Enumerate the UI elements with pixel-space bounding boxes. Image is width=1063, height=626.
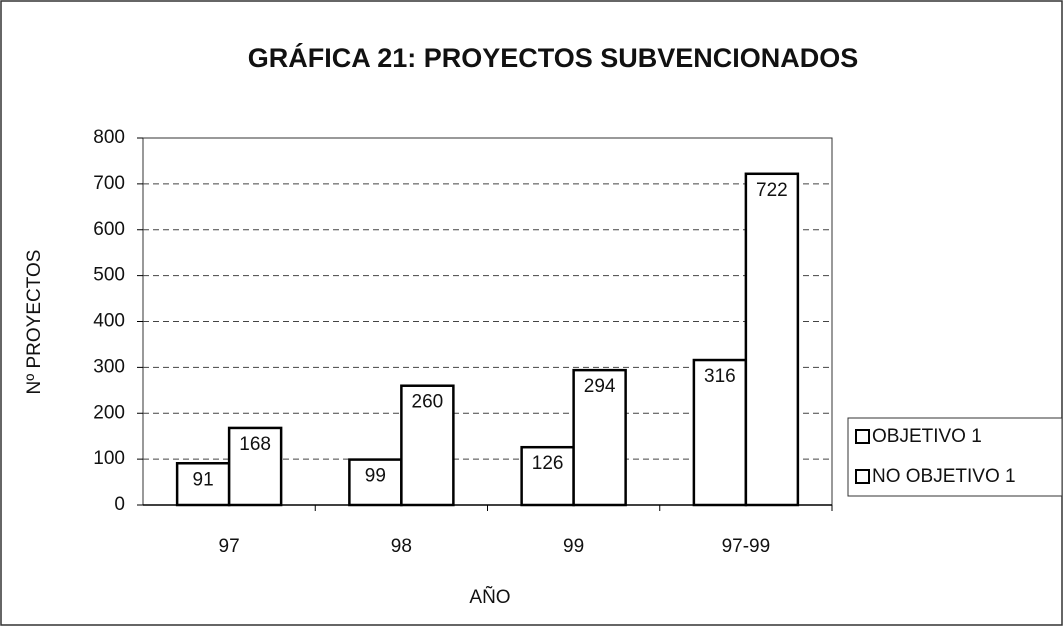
y-axis-label: Nº PROYECTOS <box>24 250 45 395</box>
bar <box>572 368 627 507</box>
y-tick-label: 700 <box>93 173 125 194</box>
legend-label: NO OBJETIVO 1 <box>872 466 1016 487</box>
value-label: 91 <box>193 469 214 490</box>
value-label: 99 <box>365 466 386 487</box>
value-label: 294 <box>584 376 616 397</box>
y-tick-label: 200 <box>93 402 125 423</box>
legend-label: OBJETIVO 1 <box>872 426 982 447</box>
y-tick-label: 600 <box>93 219 125 240</box>
y-tick-label: 800 <box>93 127 125 148</box>
value-label: 316 <box>704 366 736 387</box>
value-label: 260 <box>412 392 444 413</box>
chart-title: GRÁFICA 21: PROYECTOS SUBVENCIONADOS <box>248 42 859 73</box>
x-tick-label: 99 <box>563 536 584 557</box>
y-tick-label: 100 <box>93 448 125 469</box>
y-tick-label: 400 <box>93 311 125 332</box>
legend-box <box>847 417 1063 497</box>
bar <box>400 384 455 507</box>
y-tick-label: 300 <box>93 356 125 377</box>
bar <box>744 172 800 507</box>
x-tick-label: 97-99 <box>722 536 771 557</box>
x-tick-label: 97 <box>219 536 240 557</box>
x-axis-label: AÑO <box>469 586 510 608</box>
value-label: 168 <box>239 434 271 455</box>
y-tick-label: 500 <box>93 265 125 286</box>
value-label: 126 <box>532 453 564 474</box>
bar <box>227 426 283 507</box>
legend-swatch <box>855 469 870 484</box>
legend-swatch <box>855 429 870 444</box>
x-tick-label: 98 <box>391 536 412 557</box>
value-label: 722 <box>756 180 788 201</box>
y-tick-label: 0 <box>114 494 125 515</box>
